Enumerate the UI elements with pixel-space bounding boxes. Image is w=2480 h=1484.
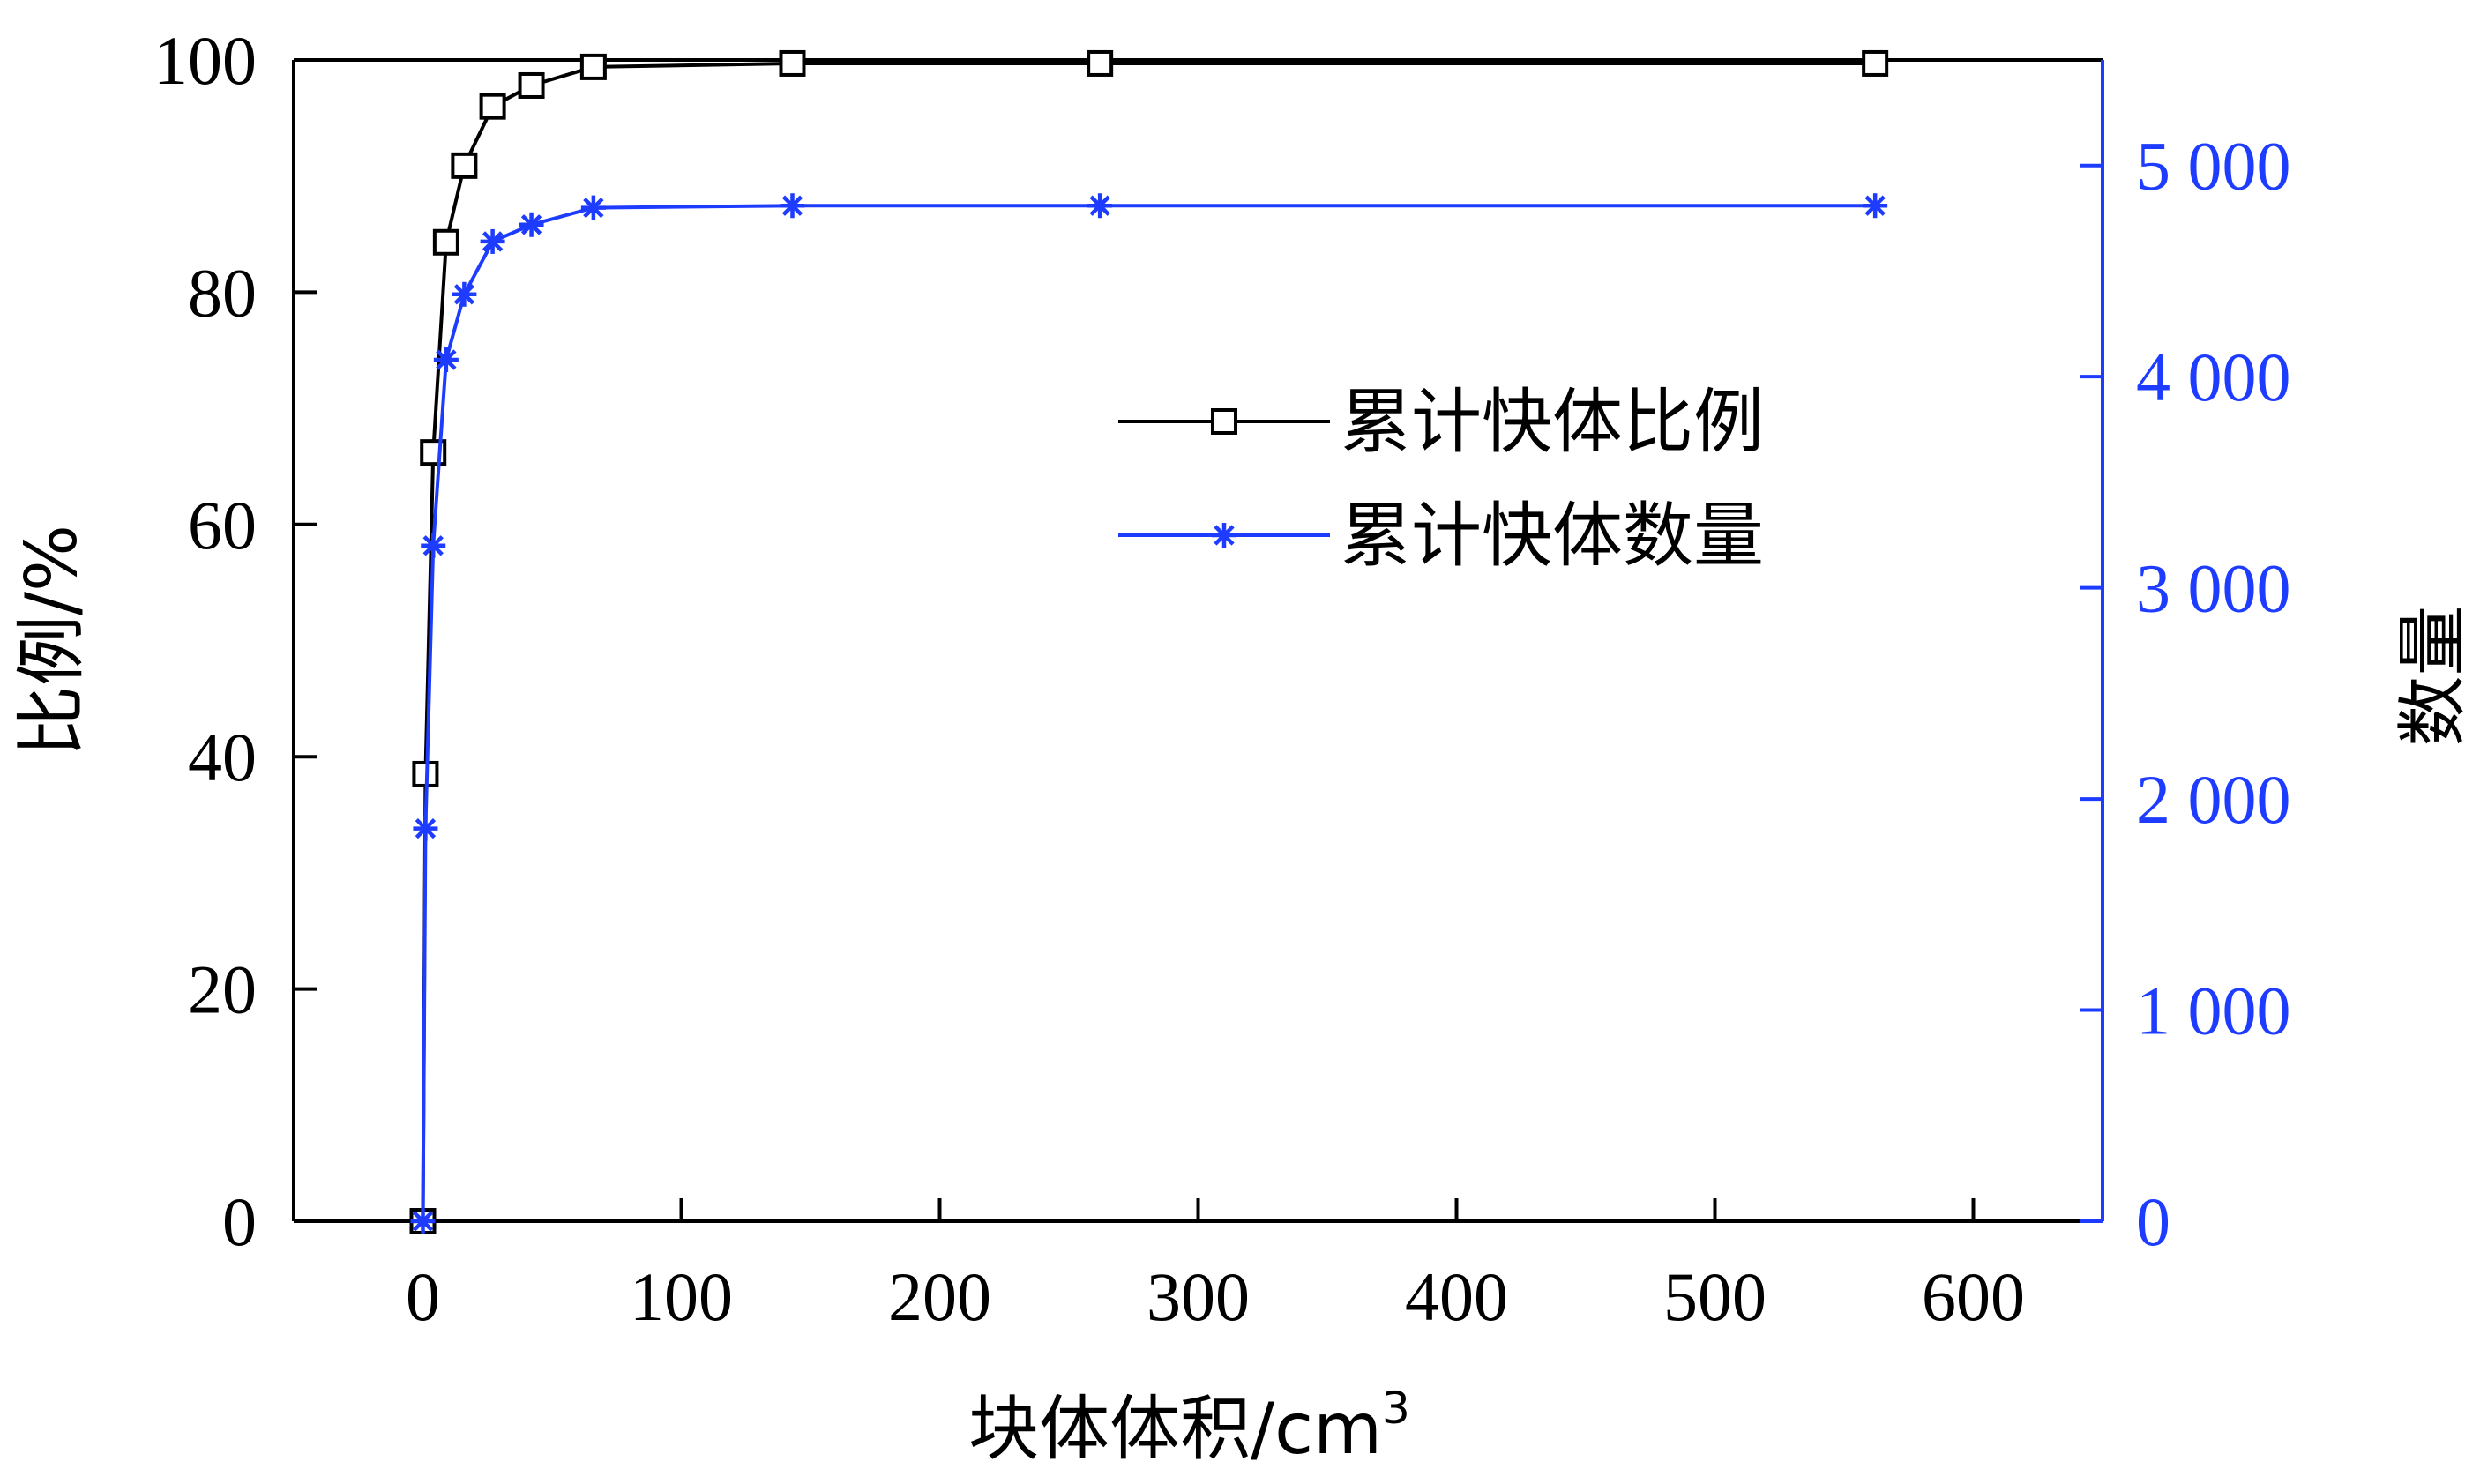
data-point <box>1862 49 1889 77</box>
data-point <box>433 347 459 373</box>
y-right-tick-label: 1 000 <box>2136 973 2291 1049</box>
y-left-tick-label: 20 <box>188 951 257 1028</box>
x-axis-title-text: 块体体积/cm <box>968 1388 1382 1470</box>
legend-marker <box>1212 523 1236 548</box>
data-point <box>480 228 505 254</box>
y-left-tick-label: 60 <box>188 487 257 563</box>
x-tick-label: 500 <box>1663 1258 1767 1335</box>
y-right-axis-title: 数量 <box>2392 606 2474 747</box>
y-left-tick-label: 80 <box>188 254 257 331</box>
legend-item-1: 累计快体比例 <box>1118 381 1764 463</box>
data-point <box>410 1209 436 1234</box>
axes: 0 100 200 300 400 500 600 0 20 40 60 80 100 0 1 000 2 0… <box>11 22 2474 1470</box>
series-2 <box>410 193 1888 1234</box>
data-point <box>452 281 477 307</box>
x-axis-title-superscript: 3 <box>1382 1383 1410 1434</box>
data-point <box>413 816 438 841</box>
y-left-axis-title: 比例/% <box>11 525 93 757</box>
y-right-tick-label: 3 000 <box>2136 550 2291 627</box>
y-left-tick-label: 40 <box>188 719 257 795</box>
y-left-tick-label: 0 <box>222 1183 257 1260</box>
y-right-tick-label: 5 000 <box>2136 128 2291 205</box>
data-point <box>451 152 478 179</box>
data-point <box>580 195 606 220</box>
series-line <box>421 61 1876 1222</box>
y-left-tick-label: 100 <box>153 22 257 99</box>
legend-label: 累计快体数量 <box>1341 495 1764 577</box>
data-point <box>1087 193 1113 219</box>
x-tick-label: 600 <box>1922 1258 2025 1335</box>
data-point <box>519 212 544 237</box>
x-tick-label: 400 <box>1405 1258 1508 1335</box>
x-axis-title: 块体体积/cm3 <box>968 1383 1410 1470</box>
data-point <box>421 533 446 558</box>
x-tick-label: 300 <box>1147 1258 1250 1335</box>
y-right-tick-label: 0 <box>2136 1183 2170 1260</box>
series-line <box>421 204 1876 1222</box>
data-point <box>518 71 545 99</box>
series-layer <box>409 49 1889 1234</box>
x-tick-label: 0 <box>406 1258 440 1335</box>
data-point <box>579 53 607 80</box>
data-point <box>780 193 805 219</box>
data-point <box>432 228 459 256</box>
legend-item-2: 累计快体数量 <box>1118 495 1764 577</box>
x-tick-label: 200 <box>888 1258 991 1335</box>
y-right-tick-label: 4 000 <box>2136 339 2291 415</box>
data-point <box>479 93 506 120</box>
data-point <box>779 49 806 77</box>
data-point <box>1087 49 1114 77</box>
x-tick-label: 100 <box>630 1258 733 1335</box>
data-point <box>1863 193 1888 219</box>
series-1 <box>409 49 1889 1234</box>
y-right-tick-label: 2 000 <box>2136 761 2291 838</box>
legend-label: 累计快体比例 <box>1341 381 1764 463</box>
legend-marker <box>1211 408 1237 435</box>
